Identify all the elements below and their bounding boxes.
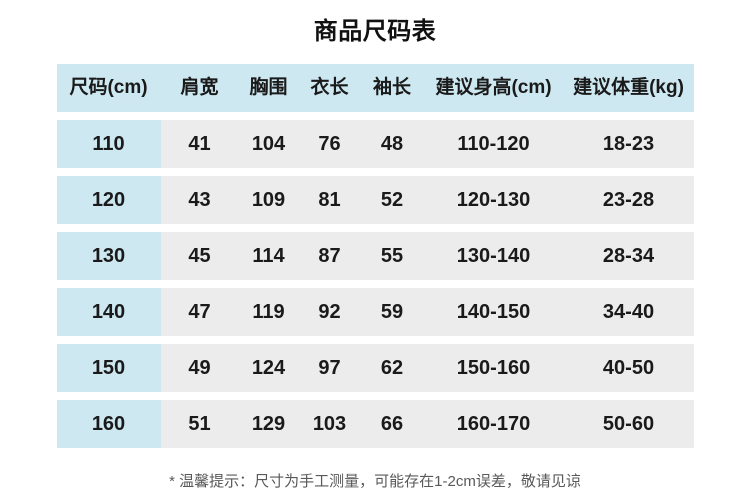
size-cell: 110 [56, 120, 161, 168]
page-title: 商品尺码表 [313, 18, 437, 45]
chest-cell: 109 [238, 176, 299, 224]
weight-cell: 18-23 [563, 120, 694, 168]
sleeve-cell: 66 [360, 400, 424, 448]
sleeve-cell: 62 [360, 344, 424, 392]
length-cell: 92 [298, 288, 361, 336]
shoulder-cell: 43 [160, 176, 239, 224]
weight-cell: 28-34 [563, 232, 694, 280]
column-header-size: 尺码(cm) [56, 64, 161, 112]
sleeve-cell: 55 [360, 232, 424, 280]
table-row: 140 47 119 92 59 140-150 34-40 [56, 288, 694, 336]
shoulder-cell: 45 [160, 232, 239, 280]
column-header-weight: 建议体重(kg) [563, 64, 694, 112]
length-cell: 87 [298, 232, 361, 280]
shoulder-cell: 47 [160, 288, 239, 336]
length-cell: 97 [298, 344, 361, 392]
height-cell: 120-130 [423, 176, 564, 224]
size-cell: 120 [56, 176, 161, 224]
weight-cell: 40-50 [563, 344, 694, 392]
table-row: 130 45 114 87 55 130-140 28-34 [56, 232, 694, 280]
chest-cell: 129 [238, 400, 299, 448]
column-header-shoulder: 肩宽 [160, 64, 239, 112]
note-text: * 温馨提示：尺寸为手工测量，可能存在1-2cm误差，敬请见谅 [169, 473, 581, 490]
chest-cell: 114 [238, 232, 299, 280]
chest-cell: 119 [238, 288, 299, 336]
sleeve-cell: 48 [360, 120, 424, 168]
weight-cell: 34-40 [563, 288, 694, 336]
sleeve-cell: 52 [360, 176, 424, 224]
height-cell: 130-140 [423, 232, 564, 280]
size-table: 尺码(cm) 肩宽 胸围 衣长 袖长 建议身高(cm) 建议体重(kg) 110… [56, 64, 694, 448]
table-row: 120 43 109 81 52 120-130 23-28 [56, 176, 694, 224]
height-cell: 150-160 [423, 344, 564, 392]
shoulder-cell: 41 [160, 120, 239, 168]
chest-cell: 124 [238, 344, 299, 392]
column-header-height: 建议身高(cm) [423, 64, 564, 112]
size-cell: 160 [56, 400, 161, 448]
column-header-length: 衣长 [298, 64, 361, 112]
height-cell: 110-120 [423, 120, 564, 168]
weight-cell: 23-28 [563, 176, 694, 224]
table-row: 110 41 104 76 48 110-120 18-23 [56, 120, 694, 168]
shoulder-cell: 51 [160, 400, 239, 448]
chest-cell: 104 [238, 120, 299, 168]
table-header-row: 尺码(cm) 肩宽 胸围 衣长 袖长 建议身高(cm) 建议体重(kg) [56, 64, 694, 112]
column-header-chest: 胸围 [238, 64, 299, 112]
length-cell: 103 [298, 400, 361, 448]
shoulder-cell: 49 [160, 344, 239, 392]
length-cell: 81 [298, 176, 361, 224]
weight-cell: 50-60 [563, 400, 694, 448]
table-row: 160 51 129 103 66 160-170 50-60 [56, 400, 694, 448]
sleeve-cell: 59 [360, 288, 424, 336]
size-cell: 130 [56, 232, 161, 280]
table-row: 150 49 124 97 62 150-160 40-50 [56, 344, 694, 392]
size-cell: 150 [56, 344, 161, 392]
size-cell: 140 [56, 288, 161, 336]
height-cell: 140-150 [423, 288, 564, 336]
length-cell: 76 [298, 120, 361, 168]
height-cell: 160-170 [423, 400, 564, 448]
column-header-sleeve: 袖长 [360, 64, 424, 112]
